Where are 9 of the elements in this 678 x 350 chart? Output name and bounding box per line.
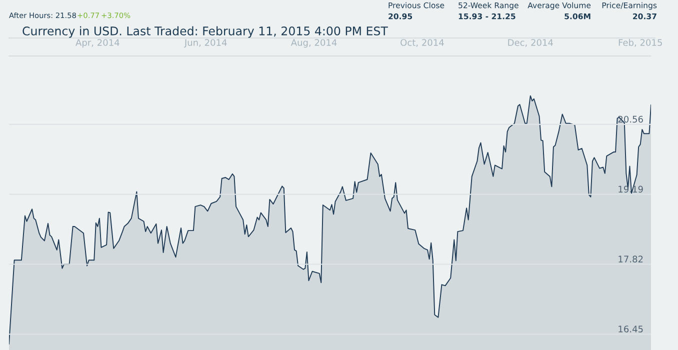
x-tick-label: Feb, 2015: [618, 38, 662, 47]
y-tick-label: 16.45: [618, 326, 643, 332]
x-tick-label: Dec, 2014: [508, 39, 553, 47]
x-tick-label: Oct, 2014: [400, 39, 444, 47]
x-tick-label: Aug, 2014: [290, 39, 337, 48]
x-tick-label: Jun, 2014: [184, 39, 227, 48]
y-tick-label: 17.82: [618, 256, 643, 262]
chart-title: Currency in USD. Last Traded: February 11, 2015 4:00 PM EST: [22, 26, 388, 38]
x-tick-label: Apr, 2014: [76, 39, 120, 48]
